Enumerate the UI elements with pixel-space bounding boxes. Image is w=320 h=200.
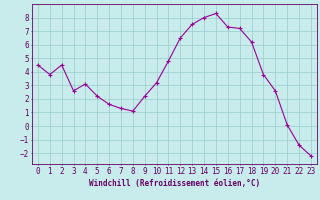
X-axis label: Windchill (Refroidissement éolien,°C): Windchill (Refroidissement éolien,°C) xyxy=(89,179,260,188)
